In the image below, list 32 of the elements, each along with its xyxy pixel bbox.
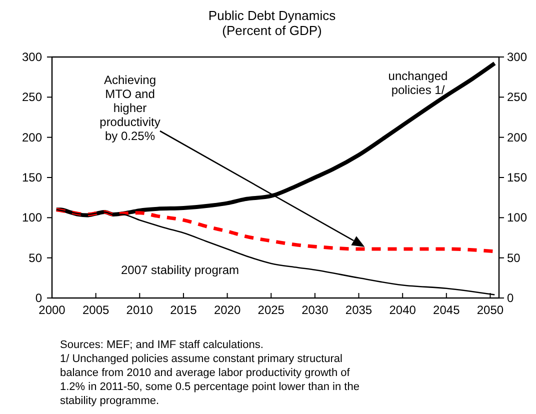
y-tick-label: 300 — [22, 50, 42, 64]
source-note: Sources: MEF; and IMF staff calculations. — [60, 339, 264, 351]
text: 1/ Unchanged policies assume constant primary structural balance from 2010 and average labor productivity growth of 1.2% in 2011-50, some 0.5 percentage point lower than in the stability programme. — [60, 353, 360, 407]
y2-tick-label: 0 — [507, 291, 514, 305]
x-tick-label: 2050 — [476, 303, 504, 317]
x-tick-label: 2025 — [258, 303, 285, 317]
y-tick-label: 0 — [35, 291, 42, 305]
x-tick-label: 2010 — [126, 303, 154, 317]
x-tick-label: 2030 — [302, 303, 329, 317]
y2-tick-label: 300 — [507, 50, 528, 64]
x-tick-label: 2000 — [38, 303, 66, 317]
annotation: Achieving MTO and higher productivity by 0.25% — [100, 73, 160, 143]
series-label: 2007 stability program — [120, 263, 240, 277]
chart-subtitle: (Percent of GDP) — [222, 23, 322, 38]
x-tick-label: 2040 — [389, 303, 416, 317]
y2-tick-label: 200 — [507, 130, 528, 144]
chart-title: Public Debt Dynamics — [208, 8, 336, 23]
y-tick-label: 150 — [22, 170, 42, 184]
x-tick-label: 2015 — [170, 303, 198, 317]
x-tick-label: 2020 — [214, 303, 241, 317]
x-tick-label: 2045 — [433, 303, 460, 317]
y-tick-label: 250 — [22, 90, 42, 104]
y-tick-label: 100 — [22, 210, 42, 225]
x-tick-label: 2005 — [82, 303, 110, 317]
y-tick-label: 200 — [22, 130, 42, 144]
series-label: unchanged policies 1/ — [388, 69, 448, 97]
y2-tick-label: 100 — [507, 210, 528, 225]
y2-tick-label: 50 — [507, 250, 521, 265]
y-tick-label: 50 — [28, 250, 42, 265]
x-tick-label: 2035 — [345, 303, 372, 317]
y2-tick-label: 250 — [507, 90, 528, 104]
y2-tick-label: 150 — [507, 170, 528, 184]
